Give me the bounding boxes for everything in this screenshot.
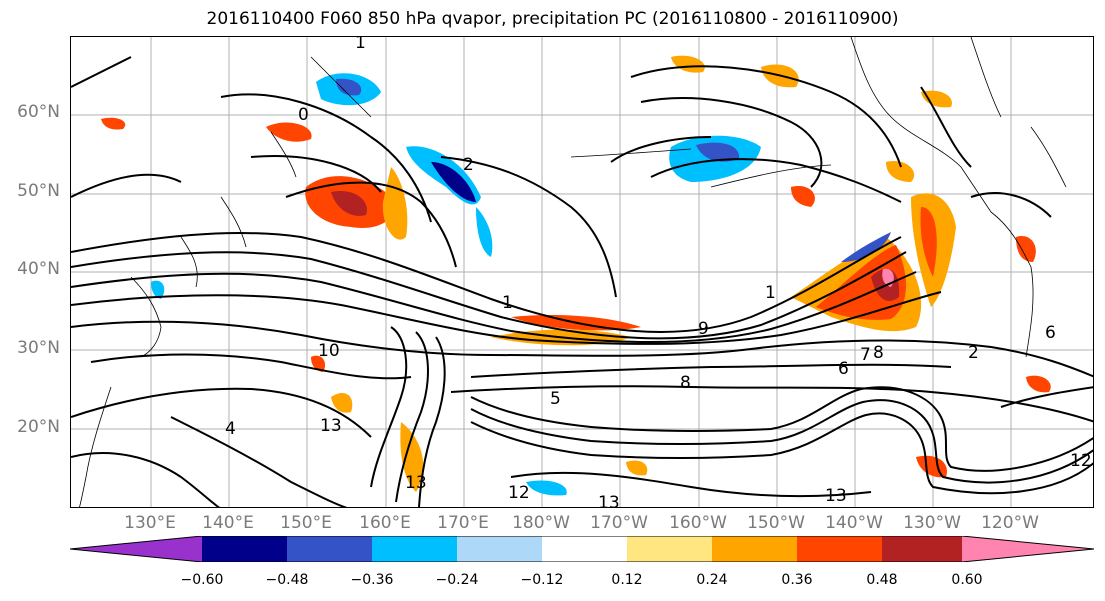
lon-label-130e: 130°E: [124, 513, 176, 533]
contour-label: 1: [355, 36, 366, 53]
lon-label-140w: 140°W: [825, 513, 883, 533]
map-panel: [70, 36, 1094, 508]
lat-label-50n: 50°N: [17, 181, 60, 201]
qvapor-contours: [71, 56, 1093, 507]
colorbar-segment: [70, 536, 202, 562]
contour-label: 7: [860, 345, 871, 365]
contour-label: 4: [225, 419, 236, 439]
colorbar-segment: [712, 536, 797, 562]
colorbar-tick: 0.48: [866, 572, 898, 588]
lon-label-120w: 120°W: [981, 513, 1039, 533]
contour-label: 2: [463, 155, 474, 175]
lon-label-150w: 150°W: [747, 513, 805, 533]
contour-label: 13: [405, 473, 427, 493]
contour-labels: 1 0 2 1 10 13 13 13 12 8 6 7 8 9 12 13 4…: [225, 36, 1092, 508]
colorbar-tick: 0.24: [696, 572, 728, 588]
lon-label-170w: 170°W: [590, 513, 648, 533]
contour-label: 12: [508, 483, 530, 503]
colorbar-segment: [372, 536, 457, 562]
lat-label-40n: 40°N: [17, 259, 60, 279]
colorbar-tick: −0.24: [435, 572, 479, 588]
lat-label-30n: 30°N: [17, 338, 60, 358]
colorbar-tick: 0.12: [611, 572, 643, 588]
lon-label-160w: 160°W: [669, 513, 727, 533]
colorbar: [70, 536, 1094, 562]
contour-label: 8: [680, 373, 691, 393]
contour-label: 8: [873, 343, 884, 363]
lon-label-180w: 180°W: [512, 513, 570, 533]
lat-label-60n: 60°N: [17, 102, 60, 122]
contour-label: 13: [598, 493, 620, 508]
contour-label: 5: [550, 389, 561, 409]
colorbar-segment: [542, 536, 627, 562]
colorbar-tick: −0.12: [520, 572, 564, 588]
contour-label: 9: [698, 319, 709, 339]
colorbar-tick: 0.36: [781, 572, 813, 588]
colorbar-tick: −0.60: [180, 572, 224, 588]
colorbar-segment: [627, 536, 712, 562]
colorbar-segment: [202, 536, 287, 562]
lat-label-20n: 20°N: [17, 417, 60, 437]
coastlines: [79, 37, 1067, 507]
contour-label: 2: [968, 343, 979, 363]
colorbar-segment: [797, 536, 882, 562]
map-title: 2016110400 F060 850 hPa qvapor, precipit…: [206, 9, 899, 29]
colorbar-tick: −0.36: [350, 572, 394, 588]
lon-label-170e: 170°E: [437, 513, 489, 533]
colorbar-tick: −0.48: [265, 572, 309, 588]
colorbar-tick: 0.60: [951, 572, 983, 588]
lon-label-140e: 140°E: [202, 513, 254, 533]
contour-label: 1: [765, 283, 776, 303]
contour-label: 0: [298, 105, 309, 125]
lon-label-160e: 160°E: [359, 513, 411, 533]
contour-label: 6: [838, 359, 849, 379]
contour-label: 10: [318, 341, 340, 361]
colorbar-segment: [962, 536, 1094, 562]
lon-label-150e: 150°E: [280, 513, 332, 533]
colorbar-segment: [457, 536, 542, 562]
map-plot: [71, 37, 1093, 507]
contour-label: 13: [320, 416, 342, 436]
colorbar-segment: [882, 536, 962, 562]
contour-label: 12: [1070, 451, 1092, 471]
colorbar-segment: [287, 536, 372, 562]
lon-label-130w: 130°W: [903, 513, 961, 533]
contour-label: 1: [502, 293, 513, 313]
contour-label: 13: [825, 486, 847, 506]
contour-label: 6: [1045, 323, 1056, 343]
